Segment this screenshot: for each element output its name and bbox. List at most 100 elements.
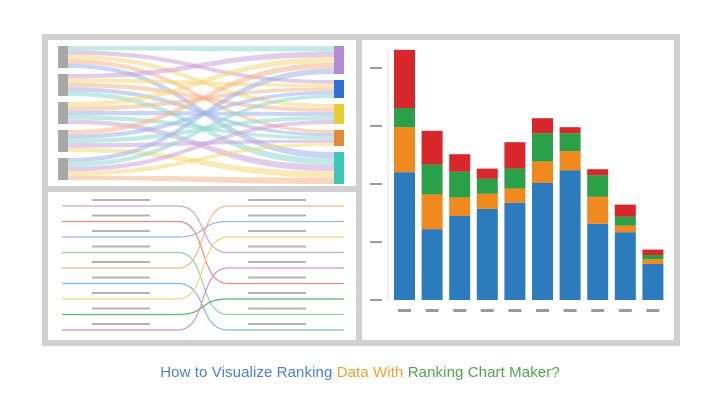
- bar-segment: [394, 172, 415, 300]
- bar-segment: [532, 133, 553, 162]
- x-tick-label: [591, 309, 605, 312]
- bar-segment: [421, 194, 443, 230]
- x-tick-label: [480, 309, 494, 312]
- x-tick-label: [398, 309, 411, 312]
- bump-rank-line: [62, 205, 344, 269]
- bump-left-label: [92, 307, 150, 310]
- bump-left-label: [92, 230, 150, 232]
- bump-right-label: [248, 199, 306, 201]
- sankey-target-node: [334, 152, 344, 184]
- sankey-source-node: [58, 158, 68, 180]
- x-tick-label: [508, 309, 522, 312]
- bar-segment: [421, 229, 443, 300]
- bar-segment: [394, 108, 415, 128]
- bar-segment: [421, 130, 443, 165]
- bar-segment: [532, 183, 553, 300]
- bar-segment: [642, 259, 664, 264]
- bar-segment: [532, 118, 553, 134]
- sankey-flow: [68, 51, 334, 79]
- bar-segment: [587, 223, 609, 300]
- caption-part-2: Data With: [336, 364, 408, 381]
- bar-segment: [532, 161, 553, 183]
- sankey-target-node: [334, 130, 344, 146]
- y-tick-label: [370, 125, 382, 127]
- bar-segment: [394, 49, 415, 108]
- sankey-flow: [68, 175, 334, 184]
- y-tick-label: [370, 67, 382, 69]
- bar-segment: [394, 127, 415, 173]
- caption-part-1: How to Visualize Ranking: [160, 364, 337, 381]
- bump-rank-line: [62, 267, 344, 331]
- y-tick-label: [370, 299, 382, 301]
- sankey-flow: [68, 147, 334, 178]
- bump-left-label: [92, 276, 150, 279]
- bump-right-label: [248, 261, 306, 263]
- bar-segment: [449, 197, 471, 216]
- sankey-chart-panel: [48, 40, 356, 186]
- x-tick-label: [425, 309, 439, 312]
- bump-left-label: [92, 245, 150, 248]
- sankey-source-node: [58, 130, 68, 152]
- bar-segment: [504, 142, 526, 169]
- y-tick-label: [370, 183, 382, 185]
- bar-segment: [421, 164, 443, 195]
- bar-segment: [559, 127, 581, 134]
- bar-segment: [504, 188, 526, 203]
- bump-right-label: [248, 323, 306, 325]
- y-tick-label: [370, 241, 382, 243]
- bar-segment: [476, 208, 498, 300]
- bar-segment: [504, 202, 526, 300]
- bar-segment: [642, 255, 664, 260]
- x-tick-label: [453, 309, 467, 312]
- bar-segment: [642, 264, 664, 300]
- bump-left-label: [92, 261, 150, 263]
- sankey-flow: [68, 68, 334, 163]
- sankey-flow: [68, 142, 334, 176]
- bar-segment: [449, 154, 471, 172]
- stacked-bar-chart-panel: [362, 40, 674, 340]
- bar-segment: [642, 249, 664, 255]
- bar-segment: [587, 196, 609, 224]
- bar-segment: [587, 175, 609, 197]
- bump-left-label: [92, 199, 150, 201]
- sankey-target-node: [334, 104, 344, 124]
- bump-left-label: [92, 323, 150, 325]
- x-tick-label: [536, 309, 549, 312]
- bar-segment: [559, 133, 581, 152]
- sankey-source-node: [58, 102, 68, 124]
- bar-segment: [559, 151, 581, 171]
- bump-rank-line: [62, 236, 344, 300]
- bump-chart: [62, 199, 344, 331]
- bump-rank-line: [62, 220, 344, 285]
- bar-segment: [614, 204, 636, 217]
- page-caption: How to Visualize Ranking Data With Ranki…: [0, 364, 720, 381]
- bar-segment: [504, 168, 526, 189]
- bar-segment: [476, 168, 498, 179]
- bump-right-label: [248, 214, 306, 217]
- bump-chart-panel: [48, 192, 356, 340]
- bump-left-label: [92, 292, 150, 294]
- x-tick-label: [618, 309, 632, 312]
- bump-rank-line: [62, 298, 344, 316]
- sankey-flow: [68, 46, 334, 52]
- x-tick-label: [646, 309, 660, 312]
- bar-segment: [614, 232, 636, 300]
- bump-right-label: [248, 230, 306, 232]
- caption-part-3: Ranking Chart Maker?: [407, 364, 560, 381]
- sankey-flow: [68, 62, 334, 135]
- bar-segment: [449, 216, 471, 300]
- bar-segment: [476, 178, 498, 194]
- bar-segment: [476, 193, 498, 209]
- bump-right-label: [248, 245, 306, 248]
- bump-right-label: [248, 307, 306, 310]
- sankey-target-node: [334, 80, 344, 98]
- sankey-chart: [58, 46, 344, 184]
- sankey-flow: [68, 120, 334, 172]
- sankey-flow: [68, 94, 334, 167]
- bump-rank-line: [62, 251, 344, 316]
- bump-rank-line: [62, 220, 344, 238]
- bar-segment: [614, 216, 636, 226]
- bar-segment: [587, 169, 609, 176]
- bar-segment: [614, 225, 636, 233]
- sankey-target-node: [334, 46, 344, 74]
